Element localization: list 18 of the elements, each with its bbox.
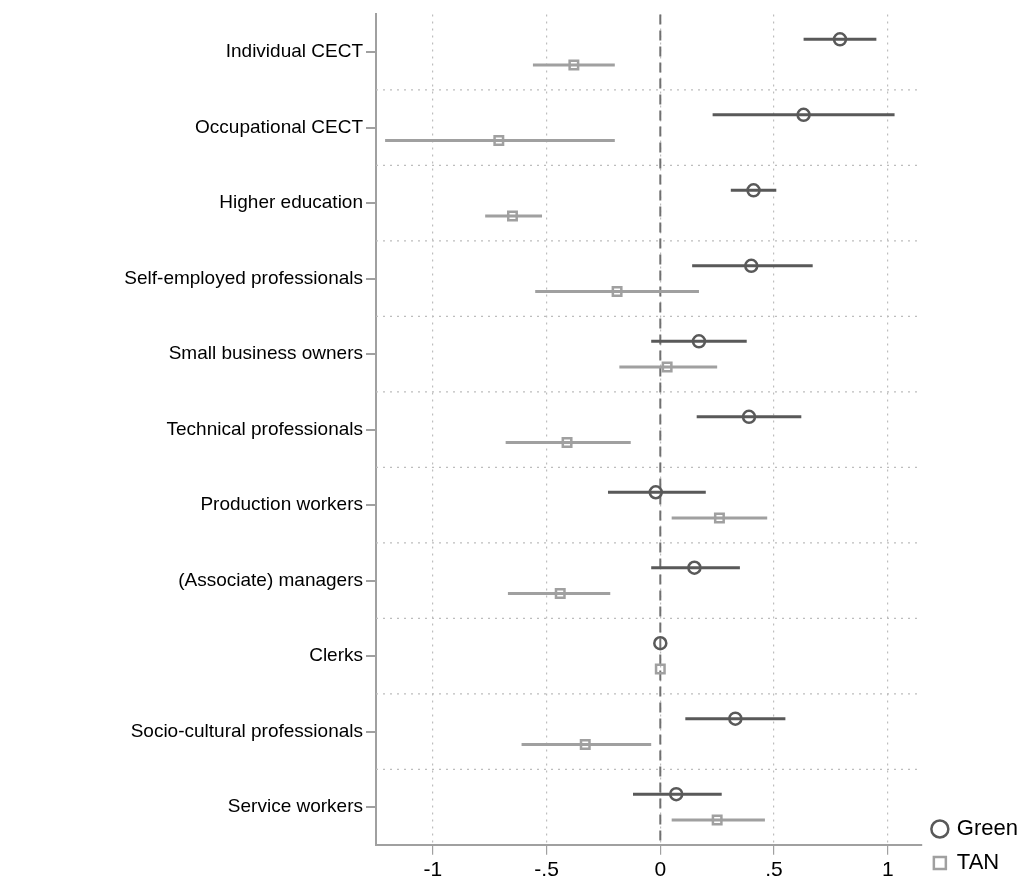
legend-label: Green [956,815,1019,841]
y-tick-label: Individual CECT [225,40,364,62]
x-tick-label: 1 [881,857,894,881]
x-tick-label: .5 [765,857,783,881]
y-tick-label: Clerks [309,644,363,666]
y-tick-label: Self-employed professionals [124,266,363,288]
y-tick-label: Service workers [227,795,363,817]
y-tick-label: Socio-cultural professionals [130,719,363,741]
y-tick-label: Small business owners [168,342,363,364]
y-tick-label: Higher education [219,191,363,213]
y-tick-label: Technical professionals [166,417,363,439]
legend-label: TAN [956,849,1000,875]
y-tick-label: Occupational CECT [195,115,364,137]
y-tick-label: Production workers [200,493,363,515]
x-tick-label: -1 [423,857,443,881]
y-tick-label: (Associate) managers [178,568,363,590]
x-tick-label: 0 [654,857,667,881]
x-tick-label: -.5 [534,857,559,881]
